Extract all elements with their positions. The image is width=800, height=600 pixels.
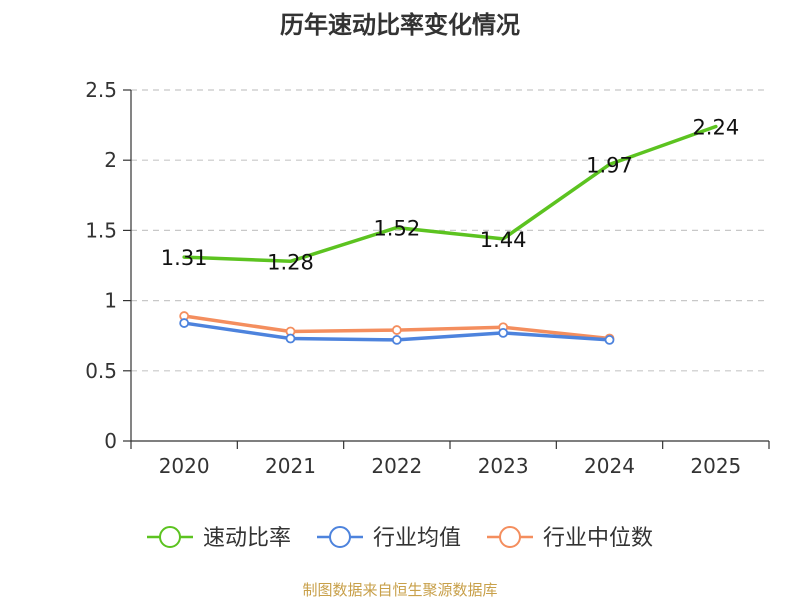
source-note: 制图数据来自恒生聚源数据库 (302, 581, 497, 599)
legend-item-2[interactable]: 行业中位数 (487, 526, 653, 551)
legend-label: 速动比率 (203, 526, 291, 551)
data-label: 1.97 (586, 153, 633, 177)
data-point[interactable] (179, 318, 190, 328)
data-label: 1.44 (480, 228, 527, 252)
data-point[interactable] (285, 333, 296, 344)
grid-lines (131, 89, 769, 372)
y-tick-label: 2.5 (85, 78, 117, 102)
x-tick-label: 2024 (584, 454, 635, 478)
data-point[interactable] (604, 335, 615, 345)
legend-marker-icon (499, 526, 521, 548)
x-tick-label: 2021 (265, 454, 316, 478)
y-tick-label: 2 (104, 148, 117, 172)
data-label: 2.24 (692, 116, 739, 140)
legend-marker-icon (159, 526, 181, 548)
series-1 (179, 318, 615, 345)
x-tick-label: 2025 (690, 454, 741, 478)
x-tick-label: 2023 (478, 454, 529, 478)
y-tick-label: 0.5 (85, 359, 117, 383)
data-label: 1.28 (267, 250, 314, 274)
series-line-0 (182, 124, 718, 264)
data-label: 1.52 (373, 217, 420, 241)
x-tick-label: 2020 (159, 454, 210, 478)
legend-item-1[interactable]: 行业均值 (317, 526, 461, 551)
legend-item-0[interactable]: 速动比率 (147, 526, 291, 551)
y-tick-label: 0 (104, 429, 117, 453)
legend-marker-icon (329, 526, 351, 548)
y-tick-label: 1.5 (85, 218, 117, 242)
data-point[interactable] (391, 325, 402, 335)
data-label: 1.31 (161, 246, 208, 270)
data-point[interactable] (498, 327, 509, 338)
legend-label: 行业中位数 (543, 526, 653, 551)
data-labels: 1.31 1.28 1.52 1.44 1.97 2.24 (161, 116, 739, 275)
series-0 (182, 124, 718, 264)
series-layer (179, 124, 718, 345)
chart-title: 历年速动比率变化情况 (280, 11, 520, 39)
x-tick-label: 2022 (371, 454, 422, 478)
data-point[interactable] (391, 335, 402, 345)
y-tick-label: 1 (104, 289, 117, 313)
series-2 (179, 311, 615, 344)
legend[interactable]: 速动比率 行业均值 行业中位数 (147, 526, 653, 551)
legend-label: 行业均值 (373, 526, 461, 551)
